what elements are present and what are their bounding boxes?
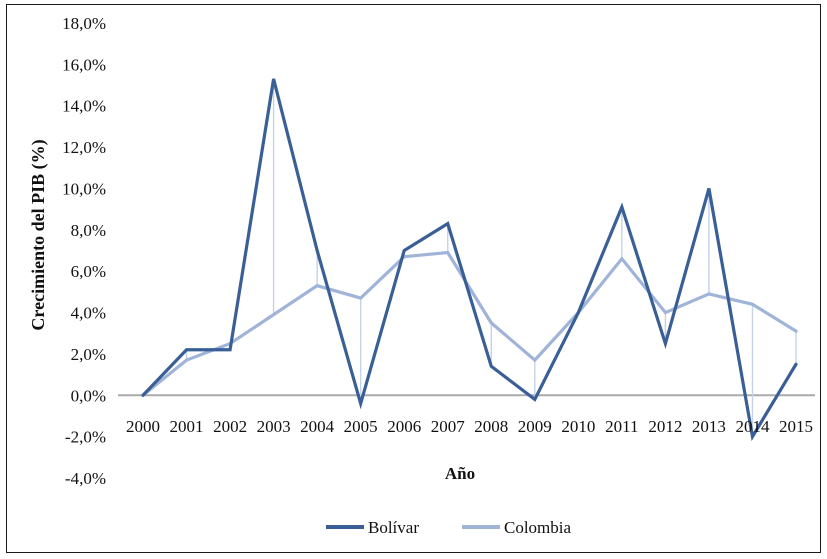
drop-lines	[185, 78, 797, 437]
y-tick-label: 6,0%	[71, 262, 106, 281]
y-tick-label: 16,0%	[62, 55, 106, 74]
legend-label: Colombia	[504, 518, 572, 537]
x-tick-label: 2010	[561, 417, 595, 436]
x-tick-label: 2003	[257, 417, 291, 436]
y-tick-label: 10,0%	[62, 179, 106, 198]
x-tick-label: 2002	[213, 417, 247, 436]
legend: Bolívar Colombia	[326, 518, 572, 537]
y-tick-label: -2,0%	[65, 428, 106, 447]
series-line-colombia	[141, 250, 798, 397]
series-lines	[141, 78, 798, 442]
x-axis-title: Año	[445, 464, 475, 483]
legend-label: Bolívar	[368, 518, 419, 537]
x-tick-label: 2009	[518, 417, 552, 436]
y-axis-ticks: -4,0% -2,0% 0,0% 2,0% 4,0% 6,0% 8,0% 10,0% 12,0%…	[62, 14, 106, 488]
x-tick-label: 2007	[431, 417, 466, 436]
series-line-bolivar	[141, 78, 798, 442]
x-tick-label: 2001	[170, 417, 204, 436]
y-tick-label: 4,0%	[71, 304, 106, 323]
y-tick-label: 2,0%	[71, 345, 106, 364]
x-tick-label: 2011	[605, 417, 638, 436]
x-tick-label: 2006	[387, 417, 421, 436]
x-tick-label: 2004	[300, 417, 335, 436]
x-axis-ticks: 2000 2001 2002 2003 2004 2005 2006 2007 2008 2009…	[126, 417, 813, 436]
x-tick-label: 2012	[648, 417, 682, 436]
x-tick-label: 2005	[344, 417, 378, 436]
y-axis-title: Crecimiento del PIB (%)	[28, 139, 49, 330]
x-tick-label: 2000	[126, 417, 160, 436]
y-tick-label: 8,0%	[71, 221, 106, 240]
x-tick-label: 2008	[474, 417, 508, 436]
x-tick-label: 2015	[779, 417, 813, 436]
y-tick-label: 18,0%	[62, 14, 106, 33]
y-tick-label: 12,0%	[62, 138, 106, 157]
y-tick-label: -4,0%	[65, 469, 106, 488]
x-tick-label: 2013	[692, 417, 726, 436]
y-tick-label: 14,0%	[62, 97, 106, 116]
x-tick-label: 2014	[735, 417, 770, 436]
y-tick-label: 0,0%	[71, 386, 106, 405]
